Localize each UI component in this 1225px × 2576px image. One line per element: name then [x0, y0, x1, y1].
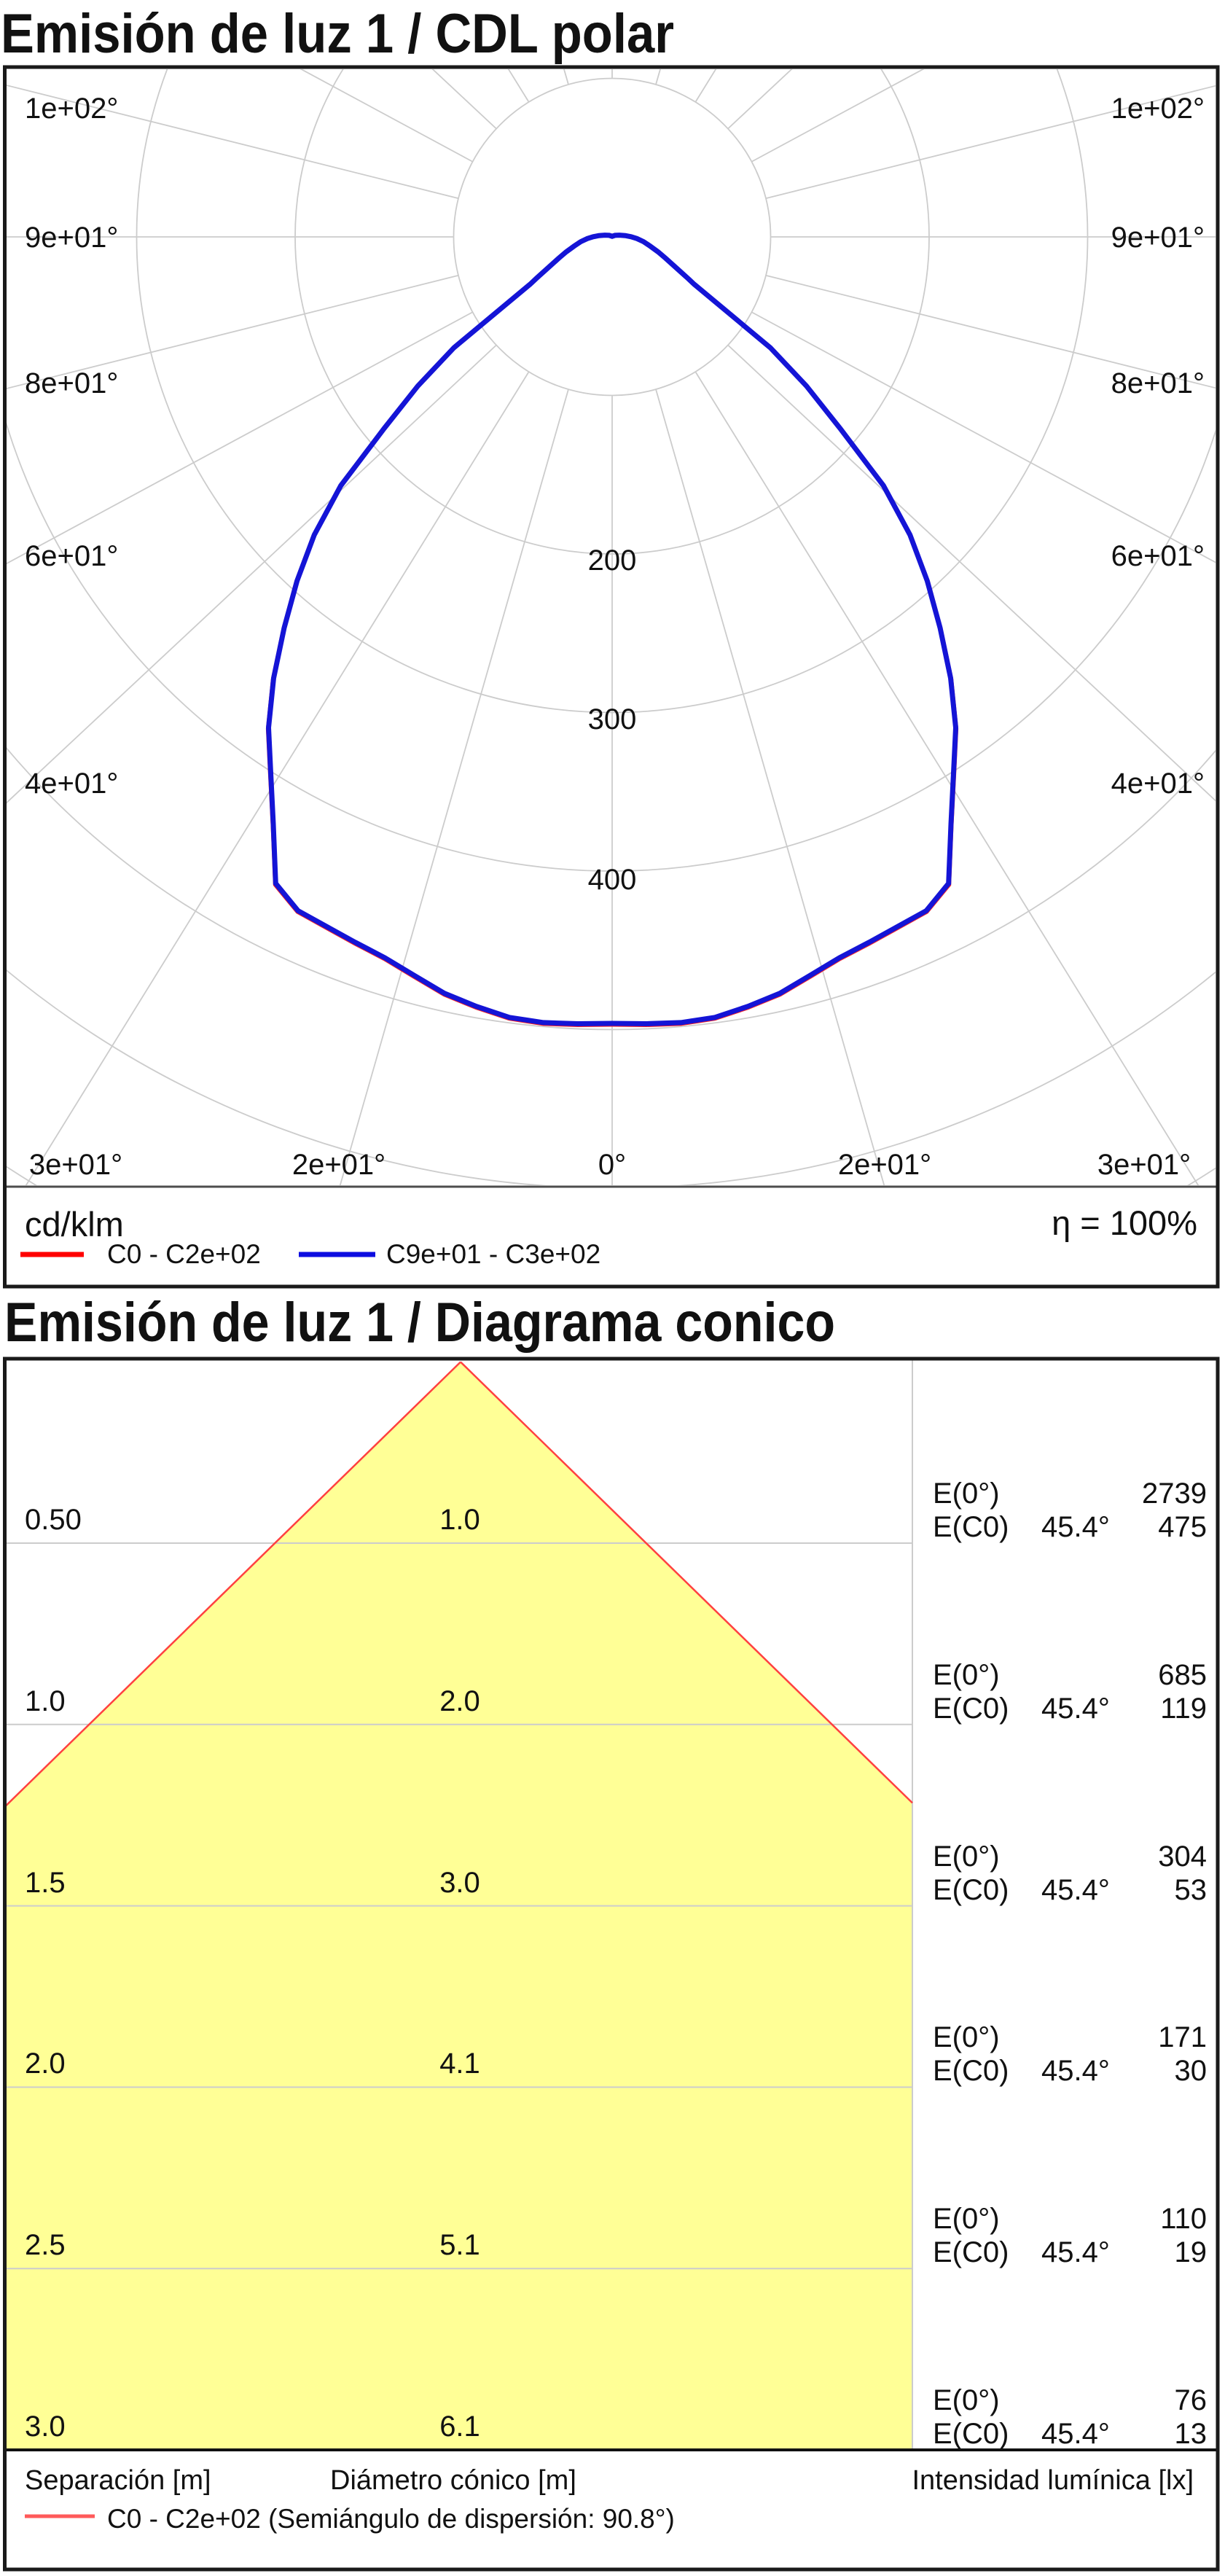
- svg-text:171: 171: [1158, 2021, 1207, 2053]
- svg-text:2.5: 2.5: [25, 2229, 66, 2261]
- svg-text:E(C0): E(C0): [933, 2418, 1009, 2450]
- svg-text:19: 19: [1175, 2236, 1208, 2268]
- svg-text:E(C0): E(C0): [933, 1874, 1009, 1906]
- svg-text:1.0: 1.0: [25, 1685, 66, 1717]
- svg-text:45.4°: 45.4°: [1041, 1874, 1110, 1906]
- svg-text:4e+01°: 4e+01°: [25, 768, 118, 800]
- svg-text:C0 - C2e+02: C0 - C2e+02: [107, 1239, 261, 1269]
- svg-text:2.0: 2.0: [439, 1685, 480, 1717]
- svg-text:1.5: 1.5: [25, 1867, 66, 1899]
- svg-text:6.1: 6.1: [439, 2411, 480, 2443]
- svg-text:1.0: 1.0: [439, 1504, 480, 1536]
- svg-text:53: 53: [1175, 1874, 1208, 1906]
- svg-text:2.0: 2.0: [25, 2048, 66, 2080]
- svg-text:30: 30: [1175, 2055, 1208, 2087]
- svg-text:E(0°): E(0°): [933, 2384, 1000, 2416]
- svg-text:E(0°): E(0°): [933, 2203, 1000, 2235]
- svg-text:13: 13: [1175, 2418, 1208, 2450]
- svg-text:9e+01°: 9e+01°: [1111, 222, 1205, 254]
- svg-text:400: 400: [588, 864, 637, 896]
- svg-text:0.50: 0.50: [25, 1504, 82, 1536]
- svg-text:E(0°): E(0°): [933, 1659, 1000, 1691]
- svg-text:4.1: 4.1: [439, 2048, 480, 2080]
- svg-text:E(0°): E(0°): [933, 2021, 1000, 2053]
- svg-text:300: 300: [588, 703, 637, 735]
- svg-text:3.0: 3.0: [439, 1867, 480, 1899]
- svg-text:119: 119: [1160, 1693, 1207, 1725]
- svg-text:Separación [m]: Separación [m]: [25, 2465, 211, 2496]
- svg-text:E(C0): E(C0): [933, 1693, 1009, 1725]
- svg-text:1e+02°: 1e+02°: [1111, 93, 1205, 125]
- svg-text:Emisión de luz 1 / CDL polar: Emisión de luz 1 / CDL polar: [1, 3, 674, 65]
- svg-text:76: 76: [1175, 2384, 1208, 2416]
- svg-text:8e+01°: 8e+01°: [1111, 367, 1205, 399]
- svg-text:E(0°): E(0°): [933, 1841, 1000, 1873]
- svg-text:45.4°: 45.4°: [1041, 2236, 1110, 2268]
- svg-text:Emisión de luz 1 / Diagrama co: Emisión de luz 1 / Diagrama conico: [4, 1292, 835, 1354]
- svg-text:E(C0): E(C0): [933, 2055, 1009, 2087]
- svg-text:Diámetro cónico [m]: Diámetro cónico [m]: [330, 2465, 576, 2496]
- svg-text:45.4°: 45.4°: [1041, 1511, 1110, 1543]
- svg-text:304: 304: [1158, 1841, 1207, 1873]
- svg-text:C9e+01 - C3e+02: C9e+01 - C3e+02: [386, 1239, 600, 1269]
- svg-text:3e+01°: 3e+01°: [29, 1149, 122, 1181]
- svg-text:cd/klm: cd/klm: [25, 1205, 124, 1244]
- svg-text:η = 100%: η = 100%: [1052, 1203, 1197, 1242]
- svg-text:2e+01°: 2e+01°: [838, 1149, 931, 1181]
- svg-text:2739: 2739: [1142, 1478, 1207, 1510]
- svg-text:110: 110: [1160, 2203, 1207, 2235]
- svg-text:3.0: 3.0: [25, 2411, 66, 2443]
- svg-text:E(C0): E(C0): [933, 2236, 1009, 2268]
- svg-text:2e+01°: 2e+01°: [292, 1149, 385, 1181]
- svg-text:200: 200: [588, 545, 637, 577]
- svg-text:1e+02°: 1e+02°: [25, 93, 118, 125]
- svg-text:45.4°: 45.4°: [1041, 2418, 1110, 2450]
- svg-text:9e+01°: 9e+01°: [25, 222, 118, 254]
- svg-text:5.1: 5.1: [439, 2229, 480, 2261]
- svg-text:0°: 0°: [598, 1149, 626, 1181]
- svg-text:Intensidad lumínica [lx]: Intensidad lumínica [lx]: [912, 2465, 1194, 2496]
- svg-text:45.4°: 45.4°: [1041, 1693, 1110, 1725]
- svg-text:45.4°: 45.4°: [1041, 2055, 1110, 2087]
- svg-text:685: 685: [1158, 1659, 1207, 1691]
- svg-text:3e+01°: 3e+01°: [1097, 1149, 1191, 1181]
- svg-text:6e+01°: 6e+01°: [1111, 540, 1205, 572]
- svg-text:8e+01°: 8e+01°: [25, 367, 118, 399]
- svg-text:E(C0): E(C0): [933, 1511, 1009, 1543]
- svg-text:C0 - C2e+02 (Semiángulo de dis: C0 - C2e+02 (Semiángulo de dispersión: 9…: [107, 2504, 675, 2534]
- svg-text:475: 475: [1158, 1511, 1207, 1543]
- svg-text:4e+01°: 4e+01°: [1111, 768, 1205, 800]
- svg-text:6e+01°: 6e+01°: [25, 540, 118, 572]
- svg-text:E(0°): E(0°): [933, 1478, 1000, 1510]
